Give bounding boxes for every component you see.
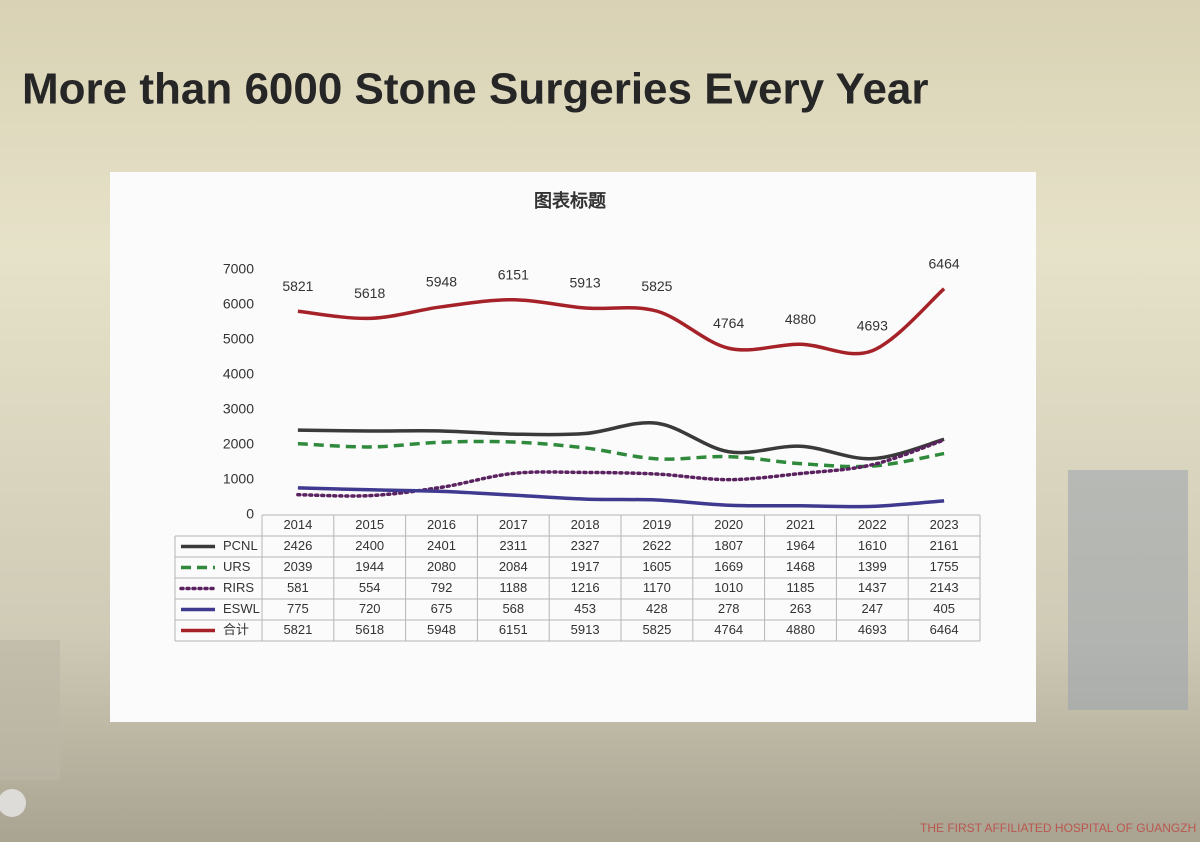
table-cell: 1605 [642,559,671,574]
table-cell: 2426 [283,538,312,553]
table-cell: 720 [359,601,381,616]
table-cell: 1170 [643,580,671,595]
y-tick-label: 1000 [223,471,254,487]
table-cell: 2311 [499,538,527,553]
x-tick-label: 2019 [642,517,671,532]
y-tick-label: 4000 [223,366,254,382]
y-tick-label: 6000 [223,296,254,312]
series-line [296,438,946,498]
y-tick-label: 5000 [223,331,254,347]
table-cell: 775 [287,601,309,616]
table-cell: 6151 [499,622,528,637]
legend-label: 合计 [223,622,249,637]
nav-button[interactable] [0,789,26,817]
table-cell: 1807 [714,538,743,553]
y-tick-label: 7000 [223,261,254,277]
legend-label: URS [223,559,251,574]
table-cell: 5618 [355,622,384,637]
table-cell: 2401 [427,538,456,553]
table-cell: 675 [431,601,453,616]
x-tick-label: 2016 [427,517,456,532]
slide-title: More than 6000 Stone Surgeries Every Yea… [22,65,929,114]
series-line [297,420,945,461]
legend-label: PCNL [223,538,258,553]
data-label: 5618 [354,285,385,301]
table-cell: 1944 [355,559,384,574]
x-tick-label: 2015 [355,517,384,532]
series-line [297,486,945,509]
legend-label: RIRS [223,580,254,595]
data-label: 5913 [570,275,601,291]
data-label: 4764 [713,315,744,331]
table-cell: 5913 [571,622,600,637]
x-tick-label: 2020 [714,517,743,532]
data-label: 6151 [498,266,529,282]
table-cell: 263 [790,601,812,616]
data-label: 6464 [929,255,960,271]
series-line [297,439,945,469]
table-cell: 1610 [858,538,887,553]
table-cell: 4764 [714,622,743,637]
table-cell: 6464 [930,622,959,637]
table-cell: 2327 [571,538,600,553]
data-label: 5948 [426,274,457,290]
y-tick-label: 3000 [223,401,254,417]
legend-label: ESWL [223,601,260,616]
chart-title: 图表标题 [534,190,607,211]
data-label: 4693 [857,317,888,333]
table-cell: 554 [359,580,381,595]
table-cell: 2039 [283,559,312,574]
x-tick-label: 2017 [499,517,528,532]
table-cell: 4880 [786,622,815,637]
data-label: 5825 [641,278,672,294]
table-cell: 1185 [787,580,815,595]
table-cell: 1188 [499,580,527,595]
table-cell: 792 [431,580,453,595]
table-cell: 1755 [930,559,959,574]
table-cell: 1964 [786,538,815,553]
table-cell: 2161 [930,538,959,553]
x-tick-label: 2023 [930,517,959,532]
table-cell: 4693 [858,622,887,637]
table-cell: 5821 [283,622,312,637]
table-cell: 247 [861,601,883,616]
table-cell: 5948 [427,622,456,637]
y-tick-label: 2000 [223,436,254,452]
building [0,640,60,780]
footer-text: THE FIRST AFFILIATED HOSPITAL OF GUANGZH [920,821,1196,835]
building [1068,470,1188,710]
data-label: 4880 [785,311,816,327]
x-tick-label: 2021 [786,517,815,532]
y-tick-label: 0 [246,506,254,522]
table-cell: 1399 [858,559,887,574]
data-label: 5821 [282,278,313,294]
table-cell: 2400 [355,538,384,553]
table-cell: 2143 [930,580,959,595]
table-cell: 568 [502,601,524,616]
table-cell: 2622 [642,538,671,553]
x-tick-label: 2014 [283,517,312,532]
table-cell: 2080 [427,559,456,574]
table-cell: 581 [287,580,309,595]
table-cell: 2084 [499,559,528,574]
table-cell: 405 [933,601,955,616]
table-cell: 428 [646,601,668,616]
x-tick-label: 2018 [571,517,600,532]
table-cell: 5825 [642,622,671,637]
table-cell: 453 [574,601,596,616]
table-cell: 1669 [714,559,743,574]
table-cell: 1437 [858,580,887,595]
x-tick-label: 2022 [858,517,887,532]
table-cell: 1468 [786,559,815,574]
series-line [297,287,946,356]
table-cell: 278 [718,601,740,616]
table-cell: 1010 [714,580,743,595]
table-cell: 1216 [571,580,600,595]
table-cell: 1917 [571,559,600,574]
